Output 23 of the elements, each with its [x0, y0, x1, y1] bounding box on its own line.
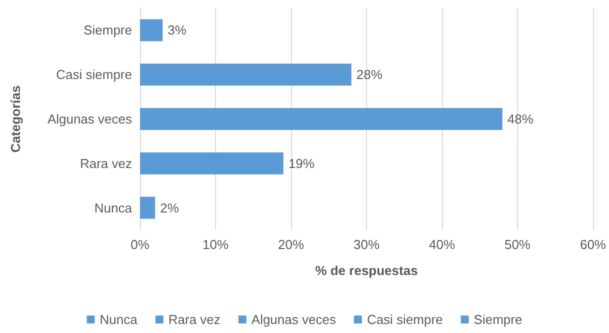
legend-label: Siempre	[474, 312, 522, 327]
y-axis-title: Categorías	[8, 85, 23, 153]
x-tick-label: 50%	[504, 237, 531, 252]
y-tick-label: Siempre	[84, 22, 132, 38]
x-tick-label: 40%	[428, 237, 456, 252]
x-tick-label: 60%	[580, 237, 606, 252]
data-label: 48%	[507, 112, 534, 126]
data-label: 3%	[168, 22, 187, 38]
x-tick-label: 20%	[278, 237, 304, 252]
legend-label: Rara vez	[168, 312, 220, 327]
legend-label: Casi siempre	[366, 312, 443, 327]
data-label: 2%	[160, 200, 180, 216]
y-tick-label: Casi siempre	[56, 67, 132, 82]
x-tick-label: 0%	[130, 237, 150, 252]
data-label: 28%	[356, 67, 383, 82]
y-tick-label: Algunas veces	[47, 112, 132, 126]
y-tick-label: Rara vez	[80, 156, 132, 171]
x-tick-label: 30%	[353, 237, 380, 252]
x-axis-title: % de respuestas	[315, 263, 418, 278]
y-tick-label: Nunca	[94, 200, 133, 216]
data-label: 19%	[288, 156, 315, 171]
legend-label: Algunas veces	[251, 312, 336, 327]
x-tick-label: 10%	[202, 237, 229, 252]
